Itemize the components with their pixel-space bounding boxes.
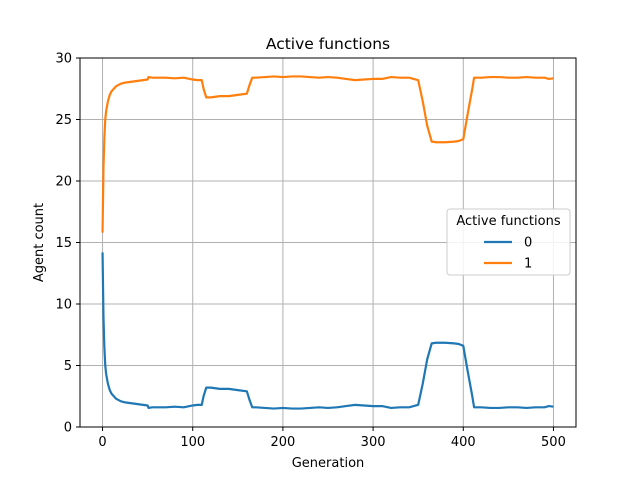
y-tick-label: 0 <box>64 421 72 436</box>
x-tick-label: 400 <box>451 435 476 450</box>
y-tick-label: 30 <box>55 52 72 67</box>
y-tick-label: 5 <box>64 359 72 374</box>
series-lines <box>101 75 554 410</box>
x-axis-title: Generation <box>292 456 365 471</box>
legend: Active functions 0 1 <box>446 208 571 276</box>
x-tick-label: 0 <box>98 435 106 450</box>
y-tick-label: 25 <box>55 113 72 128</box>
y-tick-label: 15 <box>55 236 72 251</box>
series-line-1 <box>101 75 554 233</box>
x-tick-label: 500 <box>541 435 566 450</box>
legend-title: Active functions <box>456 214 560 229</box>
chart-title: Active functions <box>266 35 390 53</box>
legend-label-1: 1 <box>524 257 532 272</box>
x-tick-label: 100 <box>180 435 205 450</box>
legend-label-0: 0 <box>524 236 532 251</box>
x-tick-label: 300 <box>361 435 386 450</box>
series-line-0 <box>101 252 554 410</box>
x-tick-label: 200 <box>270 435 295 450</box>
y-axis-title: Agent count <box>32 203 47 282</box>
y-tick-label: 20 <box>55 175 72 190</box>
axis-ticks <box>76 57 554 431</box>
y-tick-label: 10 <box>55 298 72 313</box>
